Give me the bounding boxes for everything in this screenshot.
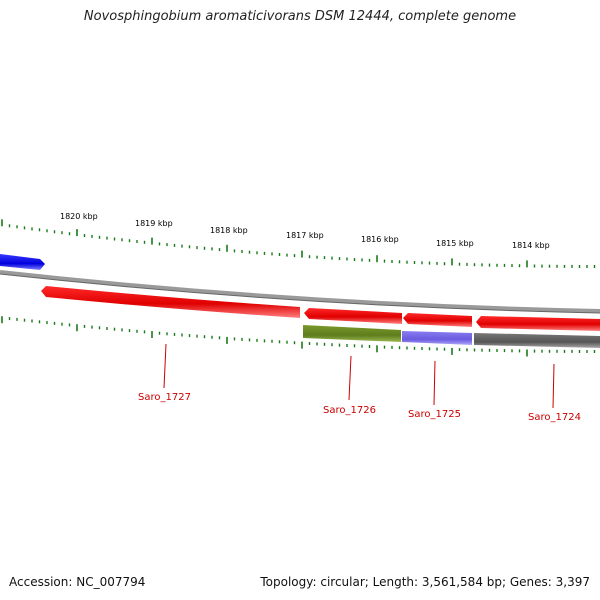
gene-arrow-saro-1727[interactable] bbox=[41, 286, 300, 318]
ruler-label-1818: 1818 kbp bbox=[210, 226, 248, 235]
inner-ruler bbox=[1, 316, 596, 357]
gene-arrow-saro-1726[interactable] bbox=[304, 308, 402, 324]
leader-line-saro-1725 bbox=[433, 360, 436, 406]
accession-text: Accession: NC_007794 bbox=[9, 575, 146, 589]
gene-label-saro-1726[interactable]: Saro_1726 bbox=[323, 405, 376, 416]
gene-arrow-saro-1724[interactable] bbox=[476, 316, 600, 331]
genome-backbone bbox=[0, 270, 600, 313]
feature-gray[interactable] bbox=[474, 333, 600, 348]
feature-olive[interactable] bbox=[303, 325, 401, 342]
ruler-label-1815: 1815 kbp bbox=[436, 239, 474, 248]
genome-summary-text: Topology: circular; Length: 3,561,584 bp… bbox=[260, 575, 590, 589]
gene-arrow-saro-1725[interactable] bbox=[403, 313, 472, 327]
outer-ruler bbox=[1, 219, 596, 268]
gene-label-saro-1725[interactable]: Saro_1725 bbox=[408, 409, 461, 420]
ruler-label-1820: 1820 kbp bbox=[60, 212, 98, 221]
ruler-label-1814: 1814 kbp bbox=[512, 241, 550, 250]
ruler-labels: 1820 kbp 1819 kbp 1818 kbp 1817 kbp 1816… bbox=[60, 212, 550, 250]
ruler-label-1817: 1817 kbp bbox=[286, 231, 324, 240]
leader-line-saro-1724 bbox=[552, 363, 555, 409]
ruler-label-1819: 1819 kbp bbox=[135, 219, 173, 228]
genome-title: Novosphingobium aromaticivorans DSM 1244… bbox=[83, 9, 517, 24]
gene-label-saro-1727[interactable]: Saro_1727 bbox=[138, 392, 191, 403]
feature-lavender[interactable] bbox=[402, 331, 472, 345]
gene-label-saro-1724[interactable]: Saro_1724 bbox=[528, 412, 581, 423]
ruler-label-1816: 1816 kbp bbox=[361, 235, 399, 244]
forward-gene-arrow[interactable] bbox=[0, 254, 45, 270]
leader-line-saro-1726 bbox=[348, 355, 352, 401]
leader-line-saro-1727 bbox=[163, 343, 167, 389]
